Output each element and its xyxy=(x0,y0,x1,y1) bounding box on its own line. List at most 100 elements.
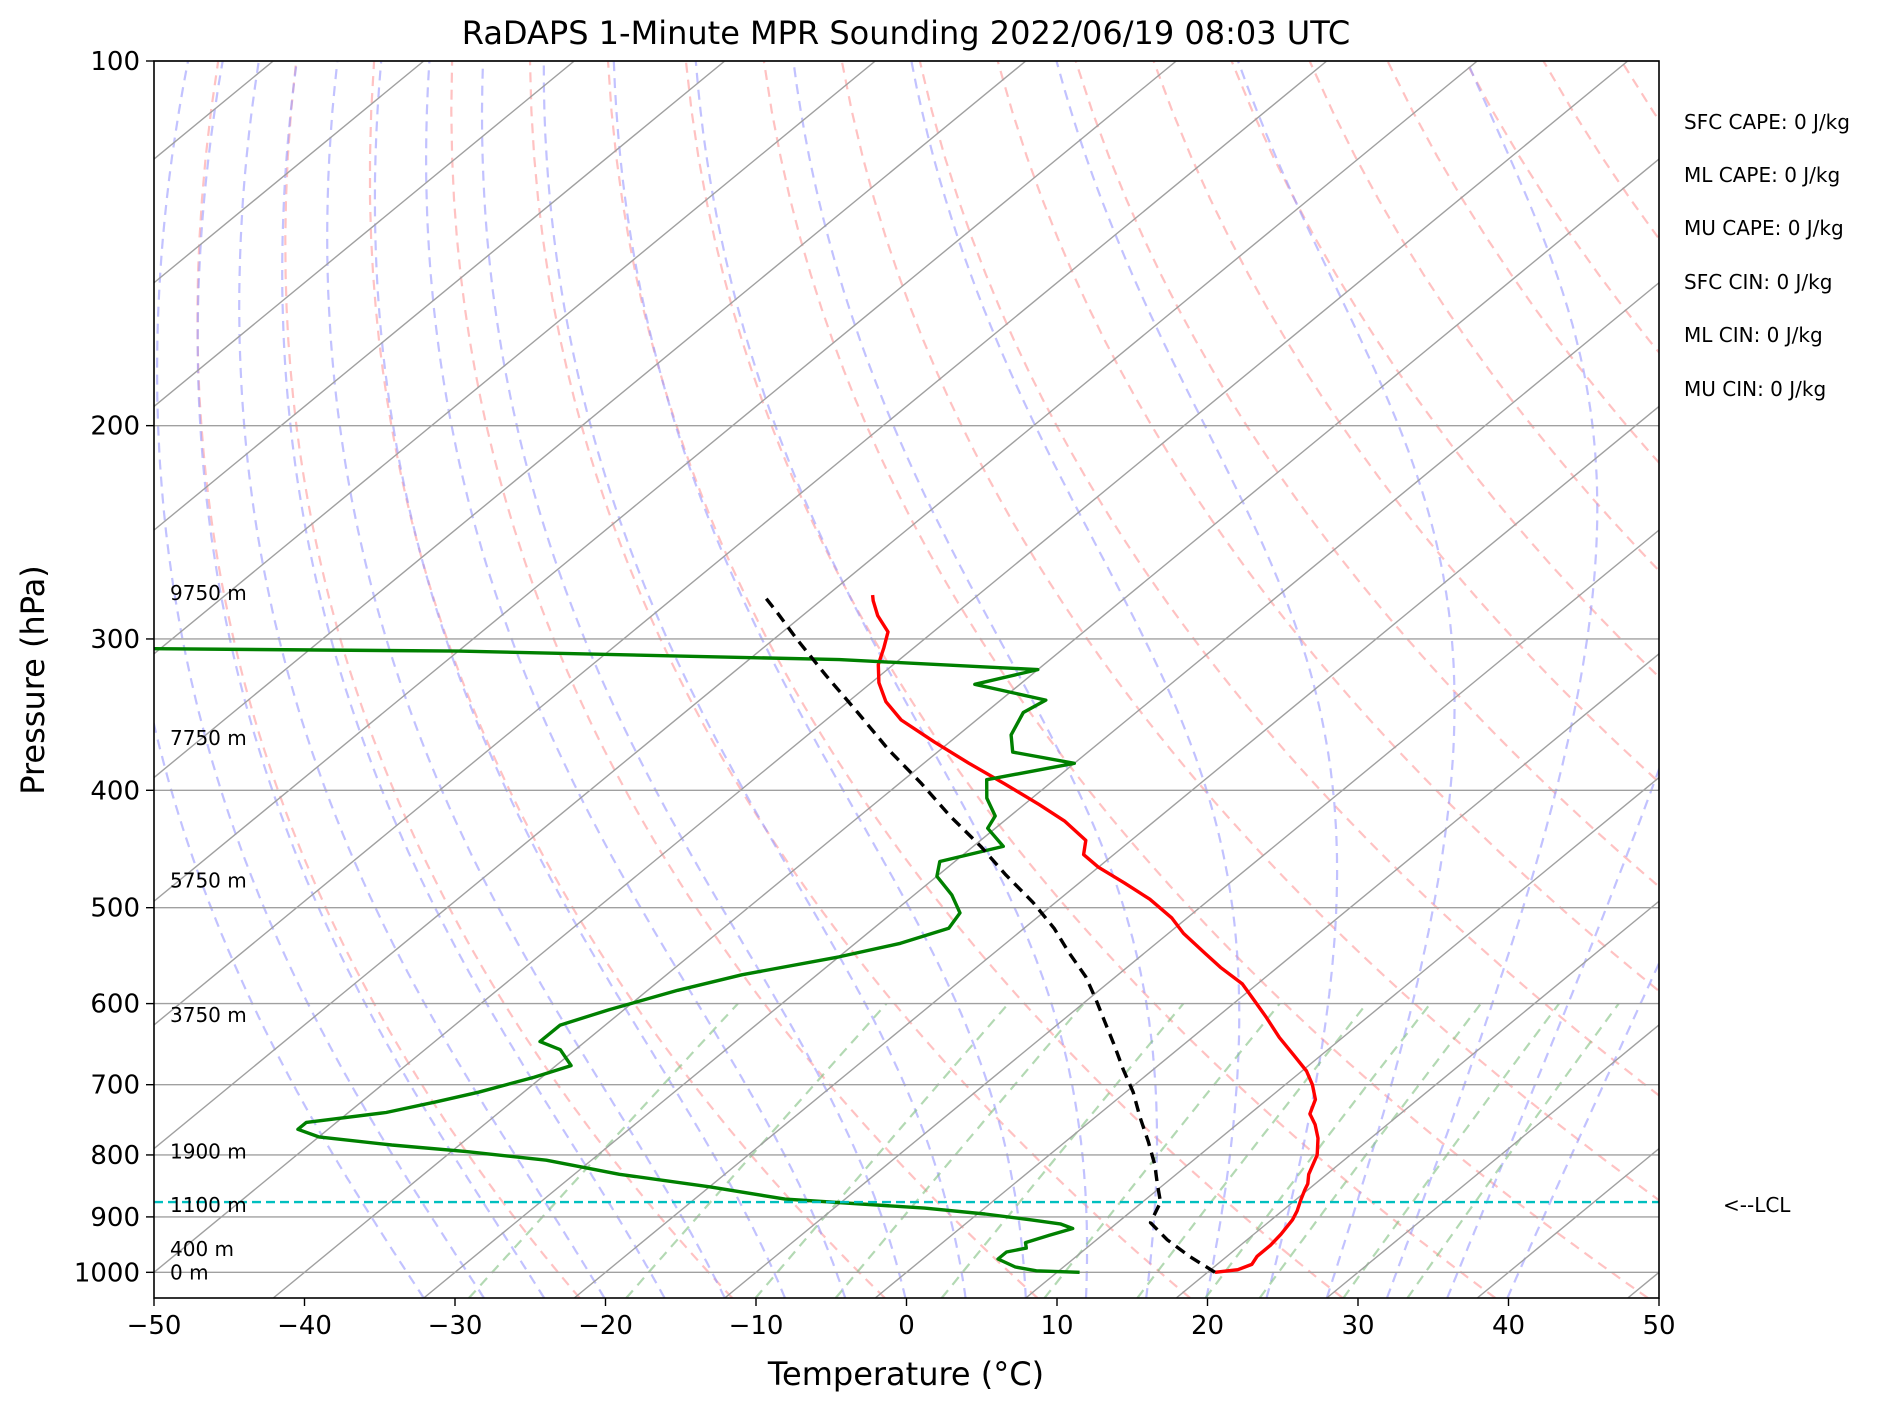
sounding-traces xyxy=(154,594,1320,1274)
height-label: 1900 m xyxy=(170,1140,247,1164)
height-label: 3750 m xyxy=(170,1003,247,1027)
height-label: 7750 m xyxy=(170,726,247,750)
mixing-ratio-line xyxy=(1342,1002,1560,1298)
dry-adiabat-line xyxy=(684,61,1497,1298)
isotherm-line xyxy=(154,61,876,655)
dry-adiabat-line xyxy=(918,61,1659,1097)
y-tick-label: 900 xyxy=(90,1203,140,1233)
height-label: 400 m xyxy=(170,1237,234,1261)
moist-adiabat-line xyxy=(281,61,666,1298)
moist-adiabat-line xyxy=(1055,61,1339,1298)
x-tick-label: 40 xyxy=(1492,1311,1525,1341)
dry-adiabat-line xyxy=(1230,61,1659,679)
moist-adiabat-line xyxy=(424,61,847,1298)
isotherm-line xyxy=(154,61,1328,1026)
ml-cape-value: ML CAPE: 0 J/kg xyxy=(1684,163,1840,187)
mixing-ratio-line xyxy=(754,1002,1010,1298)
y-tick-label: 700 xyxy=(90,1071,140,1101)
isotherm-line xyxy=(154,61,425,284)
moist-adiabat-line xyxy=(196,61,546,1298)
lcl-label: <--LCL xyxy=(1723,1193,1791,1217)
y-tick-label: 1000 xyxy=(74,1258,140,1288)
mixing-ratio-line xyxy=(625,1002,888,1298)
mixing-ratio-line xyxy=(1043,1002,1281,1298)
dry-adiabat-line xyxy=(840,61,1659,1202)
x-tick-label: 20 xyxy=(1191,1311,1224,1341)
x-axis-ticks: −50 −40 −30 −20 −10 0 10 20 30 40 50 xyxy=(127,1298,1676,1341)
height-label: 0 m xyxy=(170,1260,209,1284)
mixing-ratio-line xyxy=(468,1002,739,1298)
height-labels: 9750 m 7750 m 5750 m 3750 m 1900 m 1100 m 400 … xyxy=(170,581,247,1284)
isotherm-line xyxy=(154,61,1177,903)
moist-adiabat-line xyxy=(326,61,726,1298)
moist-adiabat-line xyxy=(155,61,485,1298)
x-tick-label: 0 xyxy=(898,1311,915,1341)
mixing-ratio-line xyxy=(1204,1002,1432,1298)
isotherm-line xyxy=(1175,900,1659,1298)
y-tick-label: 200 xyxy=(90,412,140,442)
mixing-ratio-line xyxy=(1136,1002,1368,1298)
y-tick-label: 100 xyxy=(90,47,140,77)
moist-adiabat-line xyxy=(910,61,1241,1298)
y-axis-ticks: 100 200 300 400 500 600 700 800 900 1000 xyxy=(74,47,154,1288)
y-tick-label: 400 xyxy=(90,776,140,806)
mixing-ratio-line xyxy=(1406,1002,1620,1298)
x-axis-label: Temperature (°C) xyxy=(767,1355,1044,1393)
sfc-cape-value: SFC CAPE: 0 J/kg xyxy=(1684,110,1850,134)
height-label: 9750 m xyxy=(170,581,247,605)
isotherm-line xyxy=(154,61,1478,1150)
y-tick-label: 500 xyxy=(90,894,140,924)
x-tick-label: −50 xyxy=(127,1311,182,1341)
moist-adiabat-line xyxy=(612,61,1027,1298)
chart-title: RaDAPS 1-Minute MPR Sounding 2022/06/19 … xyxy=(462,14,1350,52)
height-label: 1100 m xyxy=(170,1193,247,1217)
dry-adiabat-line xyxy=(284,61,734,1298)
isotherm-line xyxy=(154,61,1027,779)
moist-adiabat-line xyxy=(694,61,1089,1298)
ml-cin-value: ML CIN: 0 J/kg xyxy=(1684,323,1823,347)
x-tick-label: −20 xyxy=(578,1311,633,1341)
isotherm-line xyxy=(154,61,575,408)
isotherm-line xyxy=(573,405,1659,1298)
y-tick-label: 800 xyxy=(90,1141,140,1171)
moist-adiabat-line xyxy=(373,61,787,1298)
isotherm-line xyxy=(1025,776,1659,1298)
isotherm-line xyxy=(423,281,1659,1298)
isotherm-line xyxy=(1326,1024,1659,1298)
x-tick-label: 10 xyxy=(1040,1311,1073,1341)
x-tick-label: −30 xyxy=(428,1311,483,1341)
moist-adiabat-line xyxy=(480,61,907,1298)
y-tick-label: 300 xyxy=(90,625,140,655)
parcel-trace xyxy=(763,595,1216,1274)
moist-adiabat-line xyxy=(1506,960,1659,1298)
isotherm-line xyxy=(874,652,1659,1298)
moist-adiabat-line xyxy=(1236,61,1456,1298)
x-tick-label: −10 xyxy=(729,1311,784,1341)
moist-adiabat-line xyxy=(238,61,606,1298)
isotherm-line xyxy=(154,61,1629,1274)
isotherm-line xyxy=(154,61,726,532)
y-tick-label: 600 xyxy=(90,990,140,1020)
moist-adiabat-line xyxy=(1385,61,1599,1298)
dewpoint-trace xyxy=(154,647,1080,1274)
x-tick-label: 50 xyxy=(1642,1311,1675,1341)
moist-adiabat-line xyxy=(1446,766,1659,1298)
mu-cape-value: MU CAPE: 0 J/kg xyxy=(1684,216,1844,240)
dry-adiabat-line xyxy=(606,61,1344,1298)
mu-cin-value: MU CIN: 0 J/kg xyxy=(1684,377,1826,401)
height-label: 5750 m xyxy=(170,869,247,893)
sfc-cin-value: SFC CIN: 0 J/kg xyxy=(1684,270,1832,294)
isotherm-line xyxy=(272,158,1659,1298)
dry-adiabat-line xyxy=(196,61,581,1298)
temperature-trace xyxy=(870,594,1320,1274)
y-axis-label: Pressure (hPa) xyxy=(14,565,52,795)
moist-adiabat-line xyxy=(154,61,425,1298)
x-tick-label: −40 xyxy=(277,1311,332,1341)
stability-indices: SFC CAPE: 0 J/kg ML CAPE: 0 J/kg MU CAPE… xyxy=(1684,110,1850,401)
dry-adiabat-line xyxy=(996,61,1659,993)
x-tick-label: 30 xyxy=(1341,1311,1374,1341)
mixing-ratio-line xyxy=(1258,1002,1482,1298)
dry-adiabat-line xyxy=(368,61,886,1298)
isotherm-line xyxy=(724,529,1659,1298)
